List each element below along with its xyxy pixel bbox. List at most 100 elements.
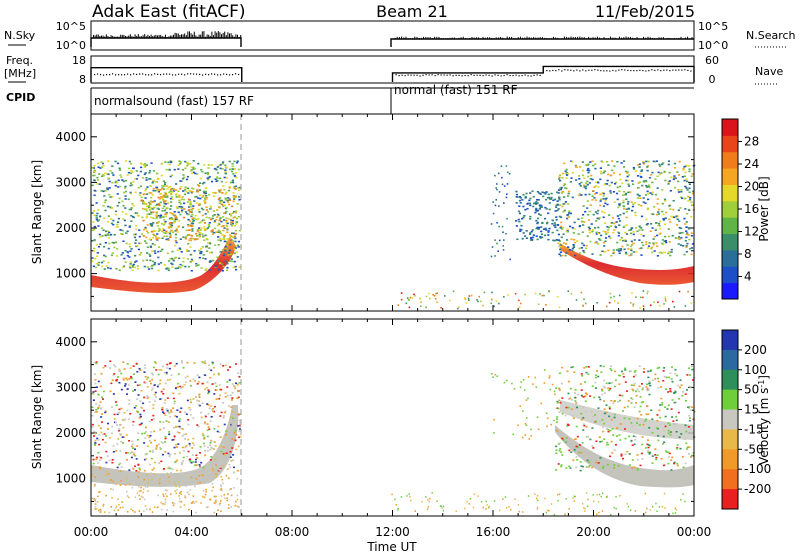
power-point (625, 233, 629, 235)
velocity-point (636, 469, 639, 471)
velocity-point (669, 431, 672, 433)
power-point (104, 190, 107, 192)
power-point (619, 178, 622, 181)
velocity-point (169, 453, 172, 456)
cbar-tick-label-0-4: 20 (744, 180, 759, 194)
velocity-point (690, 409, 693, 412)
power-point (628, 229, 631, 232)
power-point (683, 197, 686, 200)
velocity-point (222, 401, 225, 404)
power-point (490, 223, 493, 225)
ytick-label-1-0: 1000 (55, 472, 86, 486)
nave-dot-1 (515, 74, 517, 76)
power-point (178, 196, 181, 199)
velocity-point (649, 444, 652, 447)
power-point (114, 184, 117, 187)
power-point (94, 266, 98, 269)
velocity-point (679, 386, 682, 389)
power-point (186, 164, 189, 167)
power-point (184, 167, 187, 170)
power-point (99, 167, 102, 169)
nsky-noise-tick (153, 35, 155, 38)
power-point (556, 224, 560, 226)
velocity-point (196, 424, 199, 426)
cpid-row: CPID normalsound (fast) 157 RF normal (f… (6, 83, 694, 114)
velocity-point (206, 429, 209, 432)
velocity-point (536, 506, 539, 509)
power-point (182, 198, 185, 201)
power-point (630, 240, 633, 243)
velocity-point (184, 446, 187, 449)
velocity-point (669, 372, 672, 375)
cbar-tick-label-0-1: 8 (744, 247, 752, 261)
power-point (150, 196, 153, 199)
velocity-point (163, 371, 166, 374)
power-point (191, 187, 194, 190)
velocity-point (126, 510, 129, 513)
power-point (537, 199, 540, 201)
velocity-point (151, 387, 154, 390)
velocity-point (664, 507, 666, 509)
power-point (599, 193, 602, 196)
power-point (518, 196, 522, 198)
velocity-point (226, 460, 229, 463)
nsearch-noise-tick (682, 38, 684, 39)
velocity-point (124, 484, 127, 486)
nsearch-noise-tick (436, 36, 438, 39)
power-point (217, 229, 220, 232)
velocity-point (138, 485, 140, 488)
velocity-echo-band-upper (560, 400, 694, 440)
power-point (150, 213, 153, 215)
velocity-point (598, 436, 601, 438)
velocity-point (195, 464, 198, 466)
power-point (210, 230, 213, 232)
velocity-point (176, 425, 179, 428)
power-point (142, 235, 145, 237)
velocity-point (143, 396, 146, 399)
power-point (616, 186, 619, 189)
velocity-point (195, 500, 198, 503)
power-point (225, 191, 228, 194)
velocity-point (580, 451, 583, 454)
nsky-noise-tick (221, 34, 222, 38)
velocity-point (100, 372, 103, 375)
power-point (668, 171, 671, 174)
nsky-noise-tick (235, 34, 237, 38)
velocity-point (686, 374, 689, 376)
velocity-point (173, 365, 176, 367)
power-point (118, 269, 121, 272)
velocity-point (185, 413, 188, 416)
power-point (180, 207, 183, 210)
power-point (230, 224, 234, 227)
velocity-point (118, 463, 121, 466)
power-point (625, 211, 628, 213)
nsky-noise-tick (149, 36, 150, 38)
power-point (204, 213, 207, 215)
nsearch-noise-tick (533, 37, 535, 39)
nsky-noise-tick (107, 35, 109, 38)
power-point (163, 209, 167, 212)
power-point (110, 254, 114, 257)
power-point (226, 201, 230, 203)
velocity-point (152, 418, 155, 420)
power-point (202, 208, 205, 211)
power-point (618, 294, 621, 297)
velocity-point (208, 428, 211, 430)
nave-dot-0 (112, 73, 114, 75)
nave-dot-2 (558, 69, 560, 71)
nsearch-noise-tick (662, 37, 664, 39)
velocity-point (575, 466, 578, 469)
power-point (505, 165, 508, 167)
velocity-point (397, 508, 399, 511)
power-point (102, 190, 105, 193)
power-point (599, 200, 602, 202)
power-point (92, 265, 95, 268)
power-point (179, 266, 182, 269)
power-point (570, 177, 573, 179)
power-point (122, 218, 125, 220)
power-point (596, 212, 599, 215)
nsearch-noise-tick (546, 37, 548, 39)
power-point (582, 205, 585, 207)
